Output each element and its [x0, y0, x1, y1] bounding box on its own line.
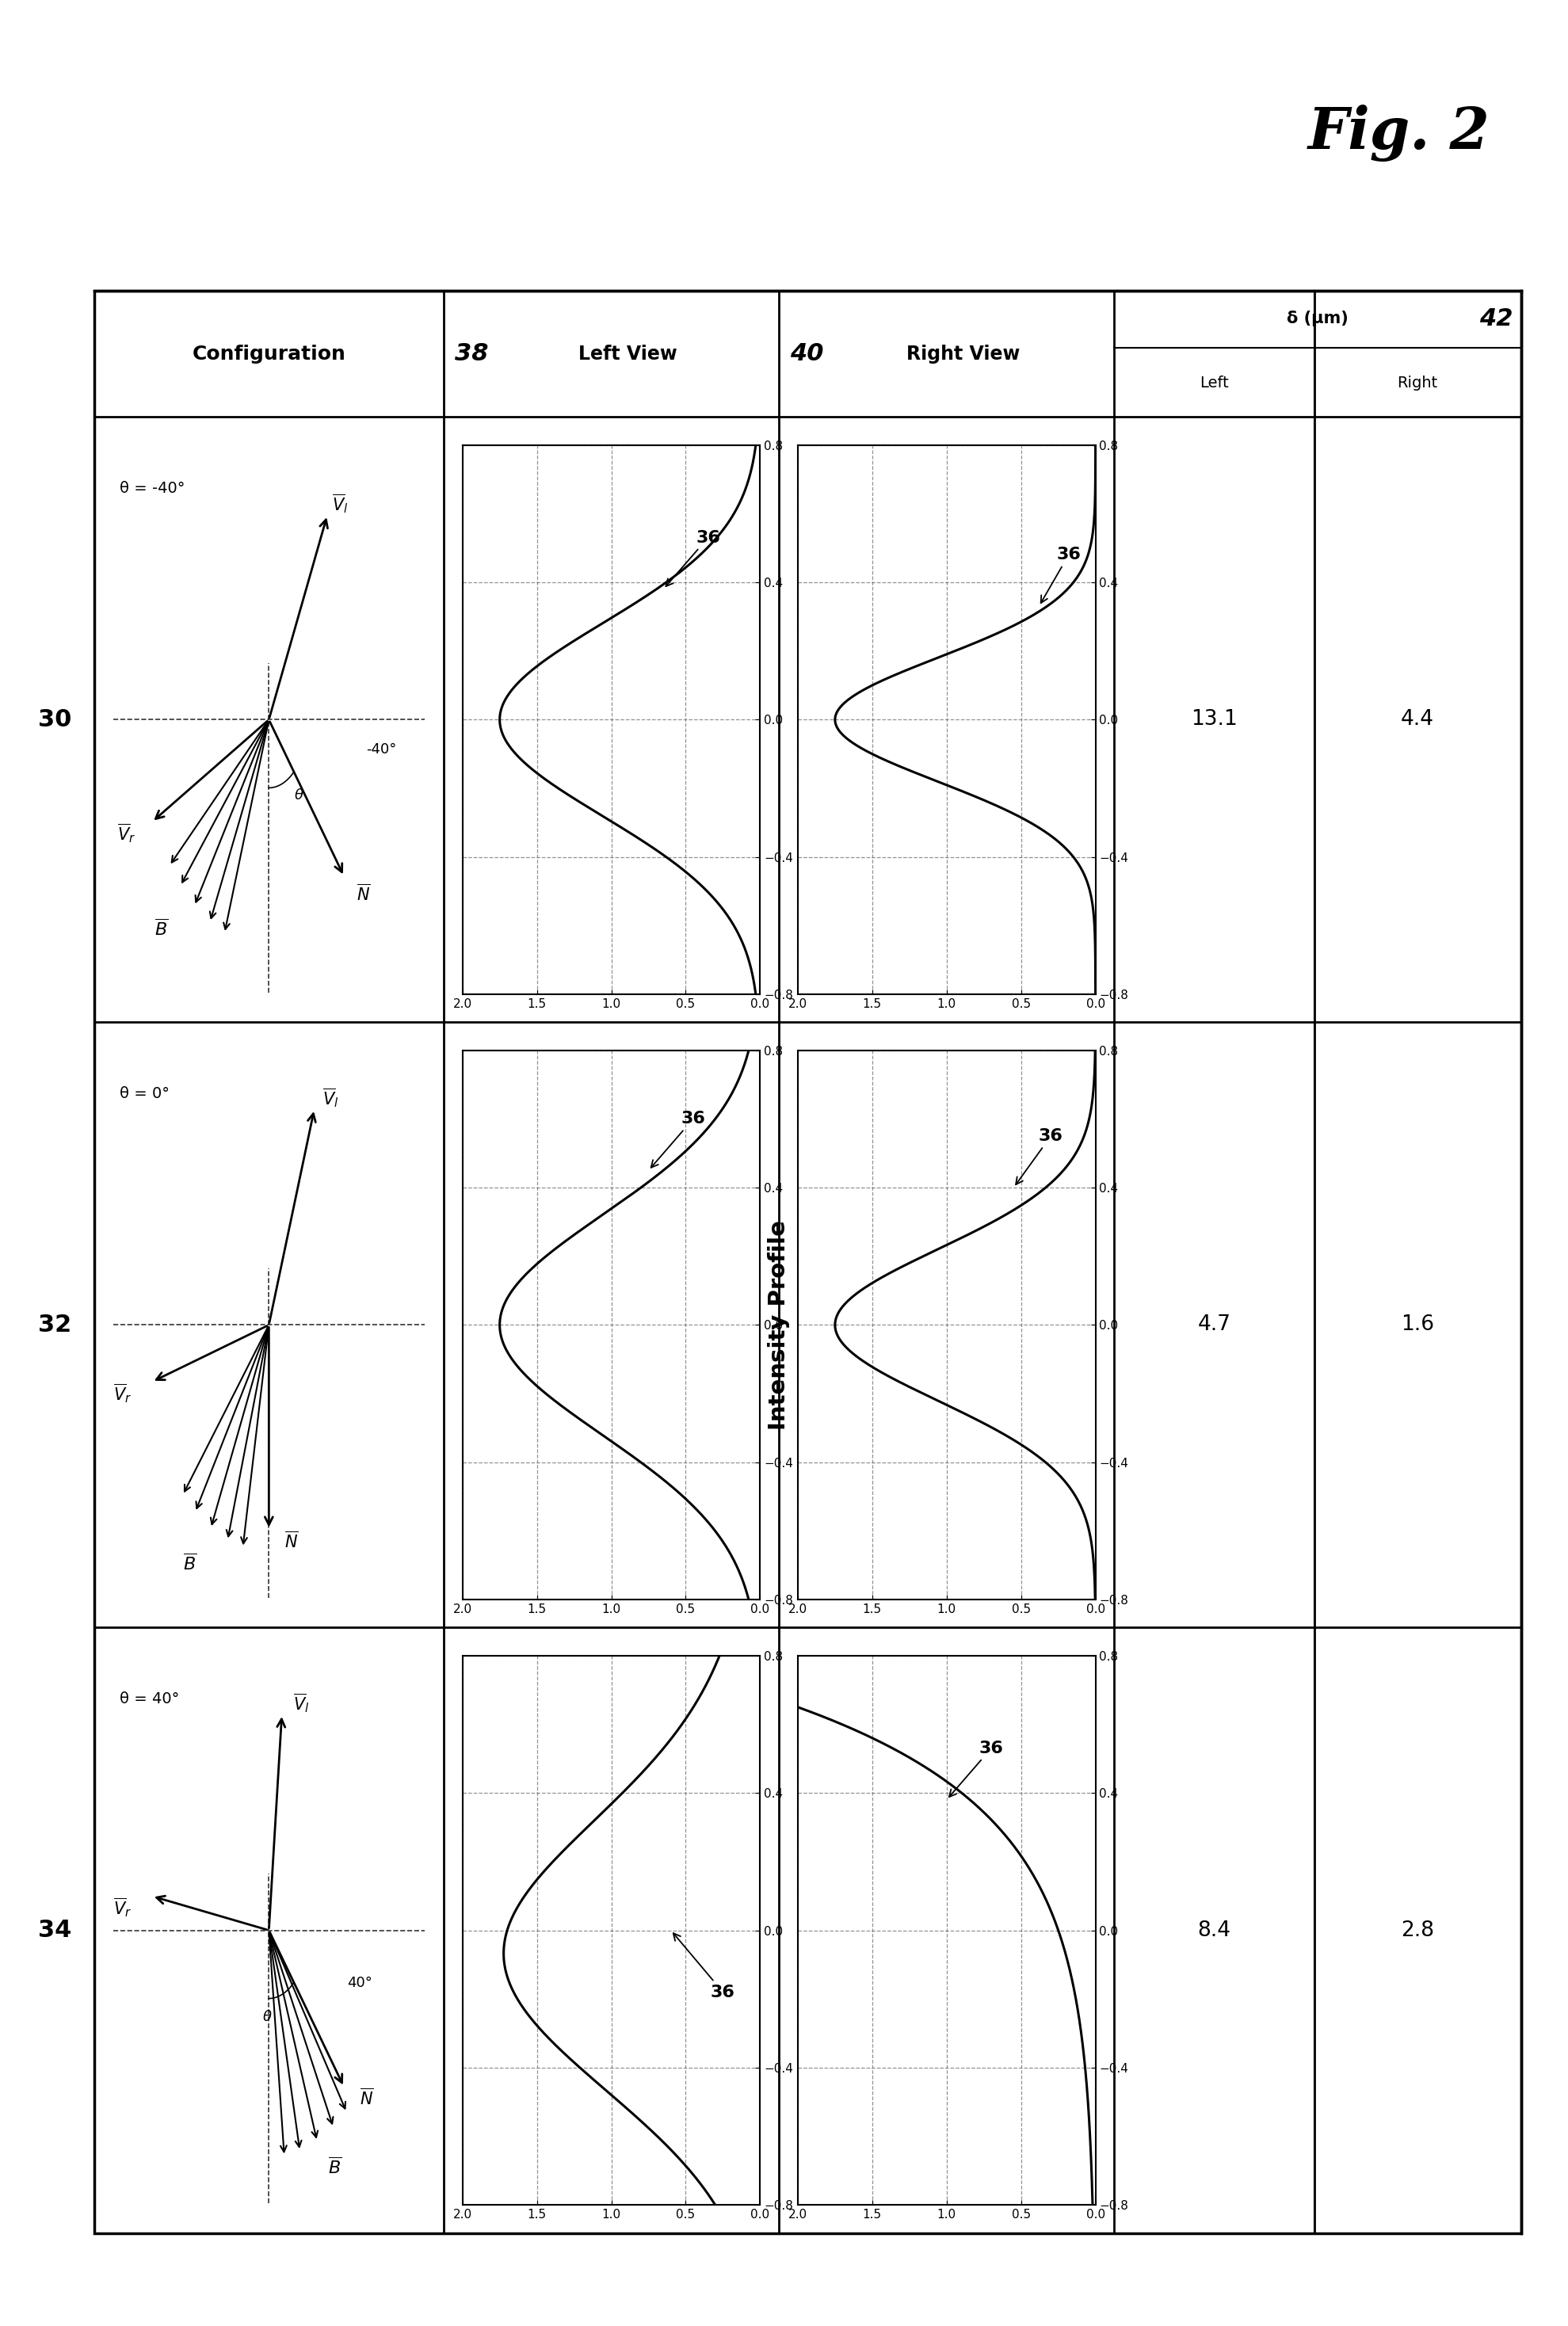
Text: 36: 36	[673, 1933, 735, 2000]
Text: 32: 32	[38, 1314, 72, 1337]
Text: δ (μm): δ (μm)	[1287, 312, 1348, 326]
Text: 36: 36	[1016, 1128, 1063, 1184]
Text: $\overline{V}_l$: $\overline{V}_l$	[293, 1691, 309, 1714]
Text: 30: 30	[38, 707, 72, 730]
Text: -40°: -40°	[367, 742, 397, 756]
Text: 36: 36	[949, 1740, 1004, 1798]
Text: 40: 40	[790, 342, 823, 365]
Text: Configuration: Configuration	[191, 344, 345, 363]
Text: 13.1: 13.1	[1192, 709, 1237, 730]
Text: $\overline{V}_r$: $\overline{V}_r$	[118, 821, 135, 844]
Text: Fig. 2: Fig. 2	[1308, 105, 1490, 163]
Text: 8.4: 8.4	[1198, 1919, 1231, 1940]
Text: $\overline{B}$: $\overline{B}$	[182, 1554, 196, 1572]
Text: 1.6: 1.6	[1400, 1314, 1435, 1335]
Text: $\overline{V}_r$: $\overline{V}_r$	[113, 1896, 132, 1919]
Text: 40°: 40°	[347, 1977, 372, 1991]
Text: $\overline{N}$: $\overline{N}$	[285, 1531, 298, 1551]
Text: Left View: Left View	[579, 344, 677, 363]
Text: Intensity Profile: Intensity Profile	[768, 1221, 790, 1430]
Text: 42: 42	[1480, 307, 1513, 330]
Text: θ = 0°: θ = 0°	[119, 1086, 169, 1100]
Text: 4.7: 4.7	[1198, 1314, 1231, 1335]
Text: 36: 36	[651, 1112, 706, 1168]
Text: 2.8: 2.8	[1400, 1919, 1435, 1940]
Text: θ: θ	[295, 789, 304, 802]
Text: Right: Right	[1397, 374, 1438, 391]
Text: 36: 36	[1041, 547, 1080, 602]
Text: 4.4: 4.4	[1400, 709, 1435, 730]
Text: $\overline{N}$: $\overline{N}$	[356, 884, 370, 902]
Text: θ = 40°: θ = 40°	[119, 1691, 179, 1707]
Text: Left: Left	[1200, 374, 1229, 391]
Text: $\overline{B}$: $\overline{B}$	[328, 2156, 342, 2177]
Text: 34: 34	[38, 1919, 72, 1942]
Text: θ: θ	[262, 2010, 271, 2024]
Text: θ = -40°: θ = -40°	[119, 481, 185, 495]
Text: 38: 38	[455, 342, 488, 365]
Text: $\overline{N}$: $\overline{N}$	[359, 2089, 373, 2107]
Text: $\overline{B}$: $\overline{B}$	[155, 919, 168, 940]
Text: $\overline{V}_l$: $\overline{V}_l$	[323, 1086, 339, 1110]
Text: Right View: Right View	[906, 344, 1021, 363]
Text: $\overline{V}_l$: $\overline{V}_l$	[332, 493, 348, 514]
Text: $\overline{V}_r$: $\overline{V}_r$	[113, 1382, 132, 1405]
Text: 36: 36	[666, 530, 720, 586]
